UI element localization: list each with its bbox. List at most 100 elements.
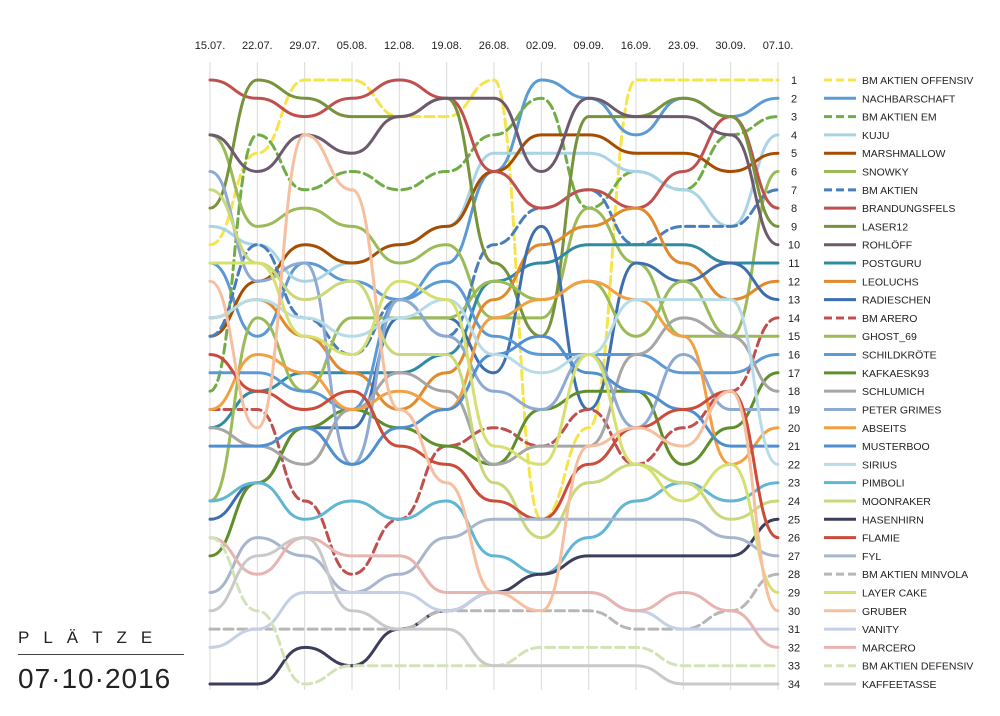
legend-label: GRUBER: [862, 606, 907, 618]
legend-label: SCHLUMICH: [862, 386, 924, 398]
rank-label: 5: [791, 148, 797, 160]
rank-label: 1: [791, 75, 797, 87]
rank-label: 12: [788, 276, 800, 288]
series-line: [208, 279, 780, 503]
rank-label: 13: [788, 295, 800, 307]
rank-label: 23: [788, 478, 800, 490]
date-axis: 15.07. 22.07. 29.07. 05.08. 12.08. 19.08. 26.0…: [195, 40, 794, 52]
rank-label: 2: [791, 93, 797, 105]
legend-label: POSTGURU: [862, 258, 922, 270]
rank-label: 11: [788, 258, 799, 270]
rank-label: 33: [788, 661, 800, 673]
rank-label: 20: [788, 423, 800, 435]
title-block: PLÄTZE 07·10·2016: [18, 628, 186, 695]
date-tick-label: 30.09.: [715, 40, 746, 52]
legend-label: MARSHMALLOW: [862, 148, 946, 160]
legend-label: ABSEITS: [862, 423, 906, 435]
series-line: [208, 279, 780, 411]
series-line: [208, 78, 780, 210]
date-tick-label: 09.09.: [573, 40, 604, 52]
legend-label: VANITY: [862, 624, 899, 636]
rank-label: 14: [788, 313, 800, 325]
legend-label: FYL: [862, 551, 881, 563]
series-line: [208, 133, 780, 338]
rank-label: 6: [791, 167, 797, 179]
legend-label: BM AKTIEN MINVOLA: [862, 569, 968, 581]
legend-label: PETER GRIMES: [862, 404, 941, 416]
rank-label: 4: [791, 130, 797, 142]
series-line: [208, 279, 780, 466]
legend-label: BRANDUNGSFELS: [862, 203, 955, 215]
legend-label: BM AKTIEN: [862, 185, 918, 197]
rank-label: 29: [788, 587, 800, 599]
series-line: [208, 353, 780, 540]
rank-label: 21: [788, 441, 800, 453]
series-line: [208, 78, 780, 521]
series-lines: [208, 78, 780, 686]
series-line: [208, 133, 780, 338]
series-line: [208, 261, 780, 594]
legend-label: PIMBOLI: [862, 478, 905, 490]
date-tick-label: 26.08.: [479, 40, 510, 52]
legend-label: KAFKAESK93: [862, 368, 929, 380]
legend-label: FLAMIE: [862, 533, 900, 545]
legend-label: MARCERO: [862, 642, 916, 654]
legend-label: RADIESCHEN: [862, 295, 931, 307]
series-line: [208, 536, 780, 686]
date-tick-label: 16.09.: [621, 40, 652, 52]
rank-label: 3: [791, 112, 797, 124]
legend-label: LAYER CAKE: [862, 587, 927, 599]
rank-label: 31: [788, 624, 800, 636]
rank-label: 16: [788, 350, 800, 362]
series-line: [208, 536, 780, 686]
series-line: [208, 133, 780, 613]
rank-label: 10: [788, 240, 800, 252]
legend-label: BM AKTIEN OFFENSIV: [862, 75, 973, 87]
rank-label: 18: [788, 386, 800, 398]
series-line: [208, 133, 780, 283]
legend-label: HASENHIRN: [862, 514, 924, 526]
legend-label: SCHILDKRÖTE: [862, 350, 937, 362]
rank-label: 9: [791, 221, 797, 233]
chart-date: 07·10·2016: [18, 663, 172, 694]
series-line: [208, 517, 780, 594]
rank-label: 7: [791, 185, 797, 197]
series-line: [208, 78, 780, 338]
rank-label: 34: [788, 679, 800, 691]
date-tick-label: 29.07.: [289, 40, 320, 52]
legend-label: KUJU: [862, 130, 889, 142]
date-tick-label: 02.09.: [526, 40, 557, 52]
date-tick-label: 23.09.: [668, 40, 699, 52]
rank-label: 22: [788, 459, 800, 471]
series-line: [208, 188, 780, 356]
title-divider: [18, 654, 184, 655]
date-tick-label: 12.08.: [384, 40, 415, 52]
rank-label: 24: [788, 496, 800, 508]
date-tick-label: 05.08.: [337, 40, 368, 52]
rank-label: 8: [791, 203, 797, 215]
legend-label: SNOWKY: [862, 167, 909, 179]
legend-label: LEOLUCHS: [862, 276, 919, 288]
date-tick-label: 19.08.: [431, 40, 462, 52]
gridlines: [209, 62, 779, 690]
rank-label: 17: [788, 368, 800, 380]
series-line: [208, 298, 780, 466]
legend-label: BM AKTIEN EM: [862, 112, 937, 124]
rank-label: 30: [788, 606, 800, 618]
legend-label: LASER12: [862, 221, 908, 233]
rank-label: 19: [788, 404, 800, 416]
legend: BM AKTIEN OFFENSIV NACHBARSCHAFT BM AKTIEN…: [824, 75, 973, 691]
rank-label: 26: [788, 533, 800, 545]
legend-label: NACHBARSCHAFT: [862, 93, 956, 105]
rank-label: 25: [788, 514, 800, 526]
legend-label: MUSTERBOO: [862, 441, 930, 453]
rank-label: 15: [788, 331, 800, 343]
legend-label: MOONRAKER: [862, 496, 931, 508]
rank-label: 27: [788, 551, 800, 563]
date-tick-label: 22.07.: [242, 40, 273, 52]
chart-title: PLÄTZE: [18, 628, 167, 647]
rank-label: 28: [788, 569, 800, 581]
legend-label: KAFFEETASSE: [862, 679, 937, 691]
series-line: [208, 316, 780, 466]
